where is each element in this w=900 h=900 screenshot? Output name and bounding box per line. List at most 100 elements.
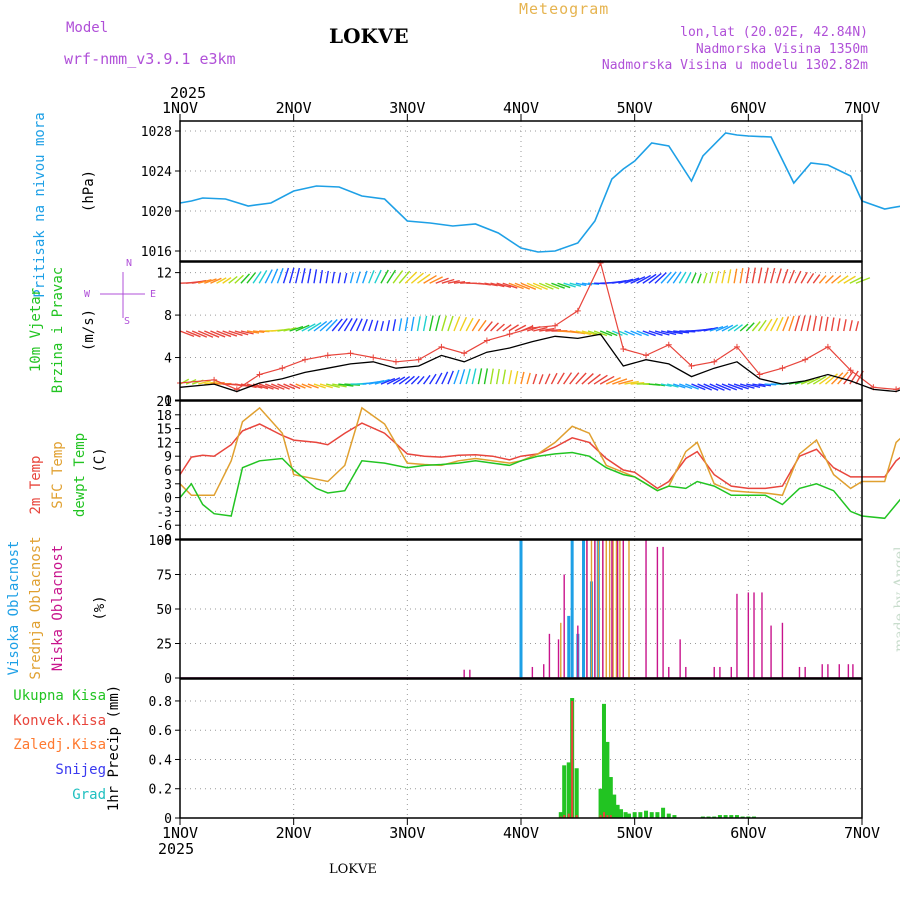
wind-arrow [222,330,238,337]
wind-arrow [843,275,856,284]
wind-arrow [843,370,854,385]
x-tick-label-top: 1NOV [162,99,198,117]
precip-bar-total [623,812,628,818]
wind-arrow [782,316,790,332]
wind-arrow [325,319,338,332]
model-name: wrf-nmm_v3.9.1 e3km [64,50,236,68]
wind-arrow [812,315,817,332]
precip-bar-total [644,810,649,818]
compass-n: N [126,258,132,269]
wind-arrow [715,383,731,391]
wind-arrow [410,375,420,385]
wind-arrow [673,383,686,389]
y-tick-label: 1024 [141,165,172,180]
y-tick-label: 1028 [141,125,172,140]
wind-arrow [673,330,690,334]
wind-arrow [788,269,795,284]
cloud-bar-low [770,625,772,678]
compass-e: E [150,289,156,300]
wind-arrow [752,383,766,388]
wind-arrow [630,330,642,337]
wind-arrow [490,322,499,332]
y-tick-label: 3 [164,478,172,493]
wind-gust-marker [324,352,331,359]
wind-arrow [654,330,670,336]
wind-arrow [551,282,565,289]
wind-gust-marker [211,376,218,383]
wind-arrow [355,318,363,332]
frame-layer [175,114,863,825]
precip-bar-total [672,815,677,818]
wind-arrow [313,269,318,284]
wind-arrow [849,370,859,385]
y-tick-label: 12 [156,436,172,451]
wind-gust-marker [643,352,650,359]
wind-arrow [605,330,618,337]
wind-gust-line [179,261,900,391]
cloud-ylabel-mid: Srednja Oblacnost [28,536,44,679]
wind-arrow [733,324,743,332]
pressure-ylabel: Pritisak na nivou mora [32,112,48,297]
wind-arrow [435,372,443,385]
text-layer: 101610201024102804812-9-6-30369121518210… [6,99,880,842]
wind-arrow [301,323,316,332]
wind-arrow [216,277,227,284]
x-tick-label-top: 2NOV [276,99,312,117]
wind-arrow [715,325,729,332]
wind-arrow [398,270,411,284]
wind-arrow [666,383,679,388]
wind-arrow [289,383,301,390]
wind-arrow [204,330,220,338]
wind-arrow [319,319,333,332]
wind-arrow [763,318,773,332]
y-tick-label: 0 [164,812,172,827]
wind-arrow [800,315,806,332]
wind-arrow [575,282,587,287]
wind-arrow [362,270,368,284]
wind-arrow [185,330,201,338]
y-tick-label: 0 [164,394,172,409]
wind-gust-marker [438,343,445,350]
wind-arrow [679,383,693,390]
precip-bar-total [608,777,613,818]
wind-arrow [453,316,461,332]
precip-bar-convective [606,815,609,818]
wind-speed-line [179,333,900,393]
wind-arrow [392,376,406,385]
wind-arrow [587,282,600,285]
wind-arrow [709,325,724,332]
wind-arrow [763,267,769,284]
temp-line-1 [179,406,900,497]
wind-arrow [258,383,274,390]
cloud-bar-mid [560,622,562,678]
wind-arrow [520,282,537,290]
wind-arrow [703,383,719,391]
cloud-bar-low [577,625,579,678]
wind-arrow [806,377,821,385]
wind-arrow [483,321,493,332]
wind-arrow [855,321,860,332]
wind-arrow [380,269,389,284]
wind-arrow [325,383,340,389]
wind-arrow [788,315,795,332]
pressure-unit: (hPa) [81,170,97,212]
wind-arrow [197,330,214,338]
precip-bar-total [723,815,728,818]
wind-arrow [477,368,483,385]
wind-arrow [678,271,687,284]
wind-arrow [453,369,460,385]
precip-bar-total [729,815,734,818]
precip-bar-total [655,812,660,818]
wind-arrow [569,372,580,385]
y-tick-label: 18 [156,409,172,424]
cloud-unit: (%) [92,595,108,620]
precip-bar-convective [599,815,602,818]
wind-arrow [739,323,749,332]
y-tick-label: 0.4 [149,753,173,768]
wind-arrow [697,383,713,391]
wind-arrow [398,376,411,385]
cloud-ylabel-low: Niska Oblacnost [50,545,66,671]
precip-bar-convective [567,813,570,818]
model-label: Model [66,20,109,36]
wind-arrow [818,316,823,332]
